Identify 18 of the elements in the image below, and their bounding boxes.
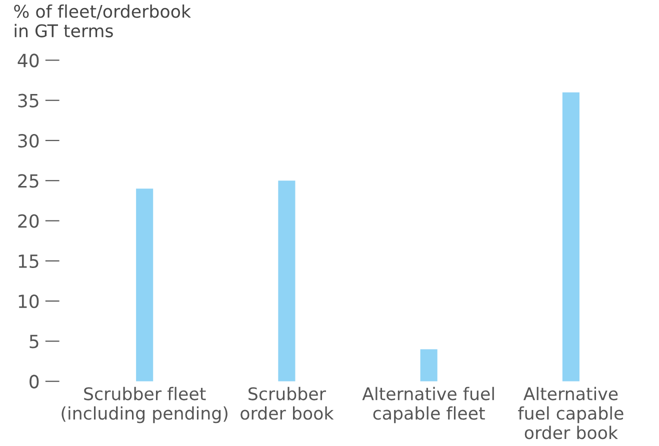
x-tick-label: Alternative fuel capable fleet [362, 386, 494, 424]
y-tick-label: 30 [18, 134, 39, 148]
y-tick-label: 5 [30, 334, 38, 348]
y-axis-title: % of fleet/orderbook in GT terms [14, 4, 191, 38]
bar [420, 349, 438, 382]
y-tick-label: 40 [18, 54, 39, 68]
y-tick-label: 35 [18, 94, 38, 108]
y-tick-label: 25 [18, 174, 38, 188]
x-tick-label: Scrubber fleet (including pending) [62, 386, 228, 424]
y-tick-label: 10 [18, 294, 39, 308]
bar [278, 180, 296, 382]
y-tick-label: 20 [18, 214, 39, 228]
y-tick-label: 0 [30, 374, 39, 388]
bar [136, 188, 154, 382]
x-tick-label: Alternative fuel capable order book [518, 386, 624, 440]
x-tick-label: Scrubber order book [240, 386, 334, 420]
bar [562, 92, 580, 382]
y-tick-label: 15 [18, 254, 38, 268]
